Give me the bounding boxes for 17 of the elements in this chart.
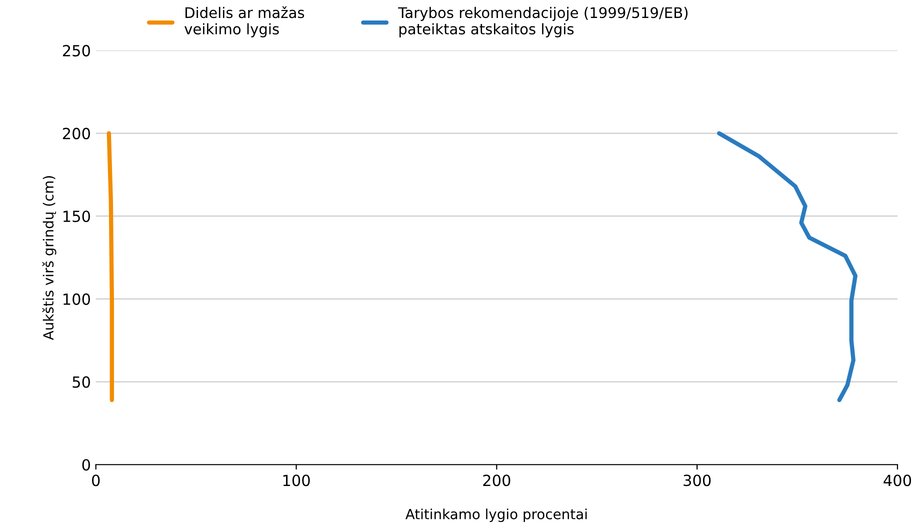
y-tick-label: 0 (82, 459, 90, 471)
line-series (106, 131, 114, 402)
y-tick-label: 50 (72, 376, 90, 388)
x-tick-label: 100 (283, 474, 310, 486)
x-tick-label: 300 (684, 474, 711, 486)
line-series (717, 131, 858, 402)
y-tick-label: 150 (64, 210, 90, 222)
legend-label: Didelis ar mažas veikimo lygis (184, 6, 304, 38)
y-tick-label: 250 (62, 44, 90, 56)
y-tick-label: 200 (62, 128, 90, 140)
x-tick-label: 200 (483, 474, 510, 486)
y-tick-label: 100 (64, 293, 90, 305)
x-axis-title: Atitinkamo lygio procentai (405, 508, 587, 522)
x-tick-label: 0 (92, 474, 100, 486)
x-tick-label: 400 (884, 474, 912, 486)
y-axis-title: Aukštis virš grindų (cm) (42, 176, 56, 340)
legend-label: Tarybos rekomendacijoje (1999/519/EB) pateiktas atskaitos lygis (398, 6, 688, 38)
